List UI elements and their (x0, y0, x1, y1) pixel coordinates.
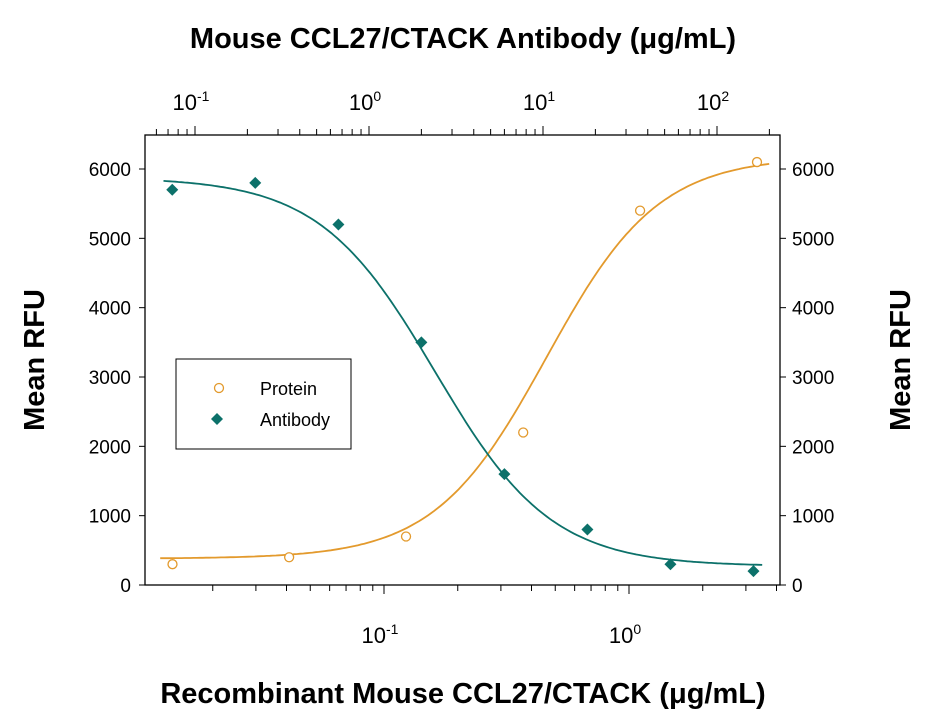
x-bottom-tick-label: 10-1 (362, 621, 399, 648)
x-bottom-tick-label: 100 (609, 621, 641, 648)
data-point-protein (634, 205, 646, 216)
y-tick-label-left: 1000 (89, 507, 131, 528)
plot-area (144, 134, 781, 586)
data-point-antibody (664, 558, 677, 571)
legend-marker-protein (213, 382, 225, 394)
y-tick-label-right: 4000 (792, 299, 834, 320)
legend-label-protein: Protein (260, 379, 317, 399)
data-point-antibody (166, 183, 179, 196)
y-tick-label-right: 6000 (792, 160, 834, 181)
x-top-tick-label: 10-1 (173, 88, 210, 115)
y-tick-label-right: 1000 (792, 507, 834, 528)
x-top-tick-label: 102 (697, 88, 729, 115)
data-point-antibody (498, 468, 511, 481)
legend-label-antibody: Antibody (260, 410, 330, 430)
legend: Protein Antibody (175, 358, 352, 450)
y-tick-label-left: 2000 (89, 437, 131, 458)
data-point-antibody (249, 176, 262, 189)
y-tick-label-left: 6000 (89, 160, 131, 181)
fit-curve-protein (160, 163, 770, 560)
y-tick-label-right: 3000 (792, 368, 834, 389)
y-axis-label-right: Mean RFU (885, 289, 917, 431)
y-tick-label-left: 3000 (89, 368, 131, 389)
y-tick-label-right: 2000 (792, 437, 834, 458)
data-point-protein (283, 552, 295, 563)
data-point-protein (167, 559, 178, 570)
y-tick-label-right: 0 (792, 576, 803, 597)
x-top-tick-label: 100 (349, 88, 381, 115)
y-tick-label-left: 0 (120, 576, 131, 597)
data-point-antibody (581, 523, 594, 536)
data-point-protein (400, 531, 412, 542)
y-tick-label-left: 4000 (89, 299, 131, 320)
legend-box (175, 358, 352, 450)
data-point-protein (751, 156, 763, 168)
data-point-protein (518, 427, 529, 438)
y-axis-label-left: Mean RFU (19, 289, 51, 431)
fit-curve-antibody (163, 180, 763, 566)
legend-marker-antibody (211, 413, 223, 425)
y-tick-label-left: 5000 (89, 229, 131, 250)
x-axis-label: Recombinant Mouse CCL27/CTACK (μg/mL) (160, 678, 765, 710)
data-point-antibody (332, 218, 345, 231)
y-tick-label-right: 5000 (792, 229, 834, 250)
data-point-antibody (415, 336, 428, 349)
chart-title: Mouse CCL27/CTACK Antibody (μg/mL) (190, 23, 736, 55)
data-point-antibody (747, 565, 760, 578)
x-top-tick-label: 101 (523, 88, 555, 115)
